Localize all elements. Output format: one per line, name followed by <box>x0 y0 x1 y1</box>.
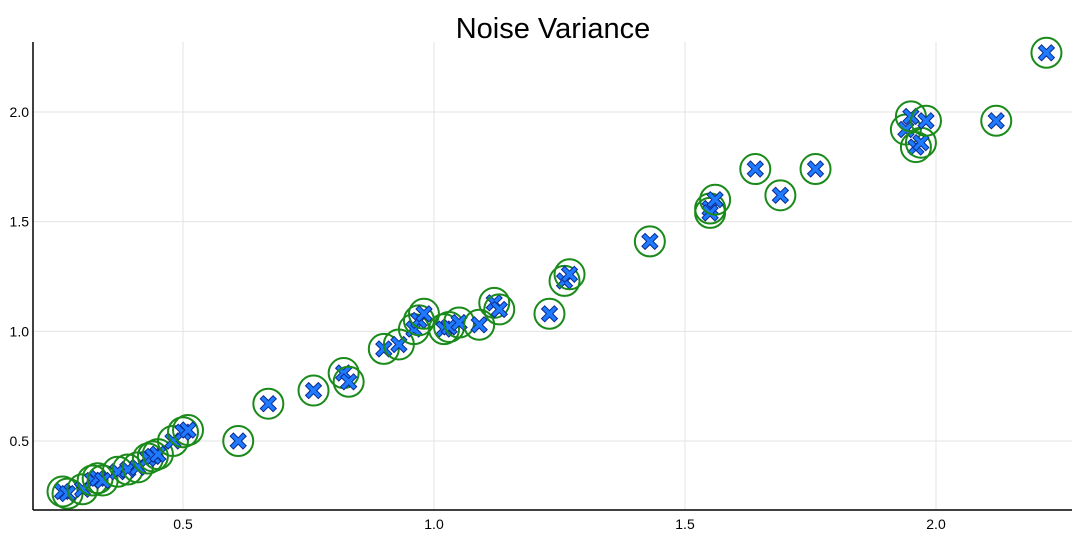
y-tick-label: 1.0 <box>10 323 30 339</box>
data-point-marker <box>229 432 247 450</box>
data-point-ring <box>533 297 566 330</box>
grid <box>33 42 1072 510</box>
data-point-marker <box>806 160 825 178</box>
data-point-marker <box>912 133 930 152</box>
x-tick-label: 1.0 <box>424 516 444 532</box>
data-point-marker <box>746 160 765 178</box>
data-point-marker <box>540 305 559 323</box>
data-point-ring <box>222 425 255 457</box>
data-point-marker <box>987 112 1005 130</box>
y-tick-label: 1.5 <box>10 214 30 230</box>
data-point-ring <box>172 414 205 447</box>
data-point-marker <box>1037 44 1056 62</box>
data-point-ring <box>407 297 440 330</box>
data-point-marker <box>470 316 488 334</box>
data-point-ring <box>463 308 496 341</box>
data-point-ring <box>799 153 832 186</box>
data-point-ring <box>483 293 516 326</box>
data-point-ring <box>136 440 169 473</box>
data-point-ring <box>699 183 732 216</box>
data-point-marker <box>415 305 433 323</box>
x-tick-label: 0.5 <box>173 516 193 532</box>
data-point-marker <box>179 421 197 439</box>
data-point-ring <box>428 313 461 346</box>
chart-title: Noise Variance <box>456 13 651 45</box>
data-point-ring <box>76 464 109 497</box>
data-point-ring <box>167 416 199 449</box>
data-point-ring <box>297 374 330 407</box>
data-point-marker <box>706 190 724 209</box>
data-point-ring <box>980 104 1013 137</box>
data-point-ring <box>1030 36 1063 69</box>
data-point-ring <box>909 104 942 137</box>
data-point-marker <box>259 394 278 413</box>
data-point-marker <box>560 265 579 284</box>
data-point-marker <box>771 186 790 205</box>
axes <box>32 42 1072 511</box>
x-tick-label: 1.5 <box>675 516 695 532</box>
data-point-ring <box>764 179 797 212</box>
y-tick-label: 0.5 <box>10 433 30 449</box>
x-tick-label: 2.0 <box>926 516 946 532</box>
data-point-marker <box>490 300 509 319</box>
data-point-ring <box>367 332 400 365</box>
data-point-marker <box>339 373 358 391</box>
data-point-ring <box>51 477 84 510</box>
data-point-marker <box>304 381 323 400</box>
data-point-marker <box>641 232 659 251</box>
data-point-ring <box>633 225 666 258</box>
y-tick-label: 2.0 <box>10 104 30 120</box>
tick-labels: 0.5 1.0 1.5 2.0 0.5 1.0 1.5 2.0 <box>10 104 946 532</box>
data-point-marker <box>450 313 468 332</box>
data-points <box>46 36 1063 510</box>
data-point-marker <box>917 112 935 130</box>
data-point-ring <box>332 365 365 398</box>
data-point-ring <box>739 153 772 186</box>
data-point-ring <box>553 258 586 291</box>
data-point-ring <box>252 387 285 420</box>
